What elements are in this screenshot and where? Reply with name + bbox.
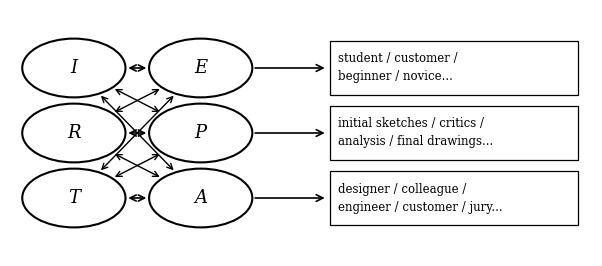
Text: P: P: [194, 124, 206, 142]
Text: initial sketches / critics /
analysis / final drawings...: initial sketches / critics / analysis / …: [338, 118, 493, 148]
Ellipse shape: [149, 39, 252, 97]
FancyBboxPatch shape: [330, 41, 579, 95]
Ellipse shape: [22, 39, 125, 97]
Ellipse shape: [22, 104, 125, 162]
Ellipse shape: [149, 104, 252, 162]
Text: designer / colleague /
engineer / customer / jury...: designer / colleague / engineer / custom…: [338, 182, 502, 214]
Text: R: R: [67, 124, 81, 142]
Ellipse shape: [149, 169, 252, 227]
Text: E: E: [194, 59, 207, 77]
Text: I: I: [70, 59, 78, 77]
Ellipse shape: [22, 169, 125, 227]
FancyBboxPatch shape: [330, 171, 579, 225]
Text: T: T: [68, 189, 80, 207]
Text: student / customer /
beginner / novice...: student / customer / beginner / novice..…: [338, 52, 457, 84]
FancyBboxPatch shape: [330, 106, 579, 160]
Text: A: A: [194, 189, 207, 207]
